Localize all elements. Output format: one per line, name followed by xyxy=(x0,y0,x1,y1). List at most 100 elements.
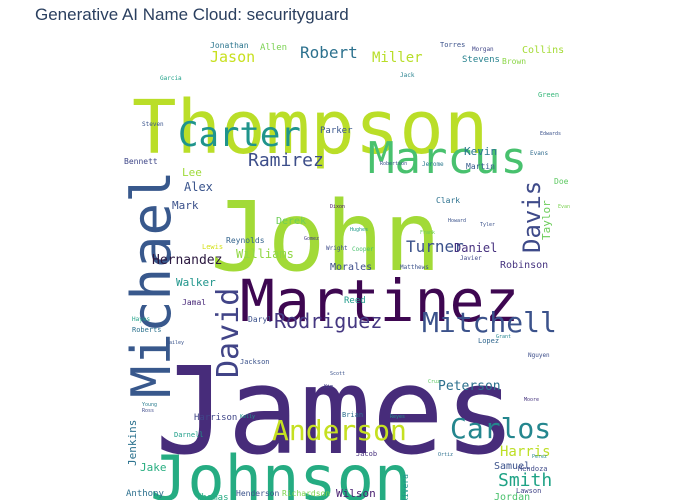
word-steven: Steven xyxy=(142,121,164,128)
word-scott: Scott xyxy=(330,371,345,377)
word-morgan: Morgan xyxy=(472,46,494,53)
word-frank: Frank xyxy=(420,230,435,236)
word-smith: Smith xyxy=(498,470,552,491)
word-kelly: Kelly xyxy=(240,414,255,420)
word-john: John xyxy=(210,181,441,293)
word-jason: Jason xyxy=(210,48,255,66)
word-kevin: Kevin xyxy=(464,145,497,158)
word-rodriguez: Rodriguez xyxy=(274,309,382,333)
word-turner: Turner xyxy=(406,237,464,256)
word-martinez: Martinez xyxy=(240,267,519,335)
word-perez: Perez xyxy=(532,454,547,460)
word-walker: Walker xyxy=(176,276,216,289)
word-miller: Miller xyxy=(372,50,423,66)
word-jack: Jack xyxy=(400,72,415,79)
word-allen: Allen xyxy=(260,43,287,53)
word-johnson: Johnson xyxy=(150,442,411,500)
word-cruz: Cruz xyxy=(428,379,440,385)
word-mendoza: Mendoza xyxy=(518,465,548,473)
word-james: James xyxy=(155,343,516,482)
word-parker: Parker xyxy=(320,126,353,136)
word-jackson: Jackson xyxy=(240,358,270,366)
word-marcus: Marcus xyxy=(368,133,527,184)
word-harris: Harris xyxy=(500,444,551,460)
word-stevens: Stevens xyxy=(462,55,500,65)
word-torres: Torres xyxy=(440,41,465,49)
word-collins: Collins xyxy=(522,45,564,56)
word-doe: Doe xyxy=(554,177,569,186)
word-daryl: Daryl xyxy=(248,315,272,324)
word-ortiz: Ortiz xyxy=(438,452,453,458)
word-jacob: Jacob xyxy=(356,450,377,458)
word-robinson: Robinson xyxy=(500,260,548,271)
word-ramirez: Ramirez xyxy=(248,150,324,171)
word-reed: Reed xyxy=(344,296,366,306)
word-cloud-canvas: James John Thompson Johnson Martinez Michael M… xyxy=(120,41,570,500)
word-jonathan: Jonathan xyxy=(210,41,249,50)
word-bailey: Bailey xyxy=(166,340,184,346)
word-richardson: Richardson xyxy=(282,489,330,498)
word-green: Green xyxy=(538,91,559,99)
word-daniel: Daniel xyxy=(454,241,497,255)
word-williams: Williams xyxy=(236,247,294,261)
word-evan: Evan xyxy=(558,204,570,210)
word-brian: Brian xyxy=(342,411,363,419)
word-martin: Martin xyxy=(466,162,495,171)
word-howard: Howard xyxy=(448,218,466,224)
word-bennett: Bennett xyxy=(124,157,158,166)
word-gomez: Gomez xyxy=(304,236,319,242)
word-jenkins: Jenkins xyxy=(126,420,139,466)
chart-title: Generative AI Name Cloud: securityguard xyxy=(35,5,349,24)
word-clark: Clark xyxy=(436,196,460,205)
word-ross: Ross xyxy=(142,408,154,414)
word-hughes: Hughes xyxy=(350,227,368,233)
word-davis: Davis xyxy=(518,181,546,253)
word-reynolds: Reynolds xyxy=(226,236,265,245)
word-robertson: Robertson xyxy=(380,161,407,167)
word-wright: Wright xyxy=(326,245,348,252)
word-young: Young xyxy=(142,402,157,408)
word-lewis: Lewis xyxy=(202,243,223,251)
word-jamal: Jamal xyxy=(182,298,206,307)
word-harrison: Harrison xyxy=(194,413,237,423)
word-mitchell: Mitchell xyxy=(422,306,557,339)
word-lopez: Lopez xyxy=(478,337,499,345)
word-thomas: Thomas xyxy=(196,493,229,500)
word-lee: Lee xyxy=(182,166,202,179)
word-samuel: Samuel xyxy=(494,461,530,472)
word-grant: Grant xyxy=(496,334,511,340)
word-garcia: Garcia xyxy=(160,75,182,82)
word-anthony: Anthony xyxy=(126,489,165,499)
word-moore: Moore xyxy=(524,397,539,403)
word-hernandez: Hernandez xyxy=(152,253,222,268)
word-reyes: Reyes xyxy=(390,414,405,420)
word-cloud: James John Thompson Johnson Martinez Michael M… xyxy=(120,38,580,500)
word-brown: Brown xyxy=(502,57,526,66)
word-javier: Javier xyxy=(460,255,482,262)
word-tyler: Tyler xyxy=(480,222,495,228)
word-jerome: Jerome xyxy=(422,161,444,168)
word-kim: Kim xyxy=(324,384,333,390)
word-henderson: Henderson xyxy=(236,489,280,498)
word-anderson: Anderson xyxy=(272,414,407,447)
word-jake: Jake xyxy=(140,461,167,474)
word-wilson: Wilson xyxy=(336,487,376,500)
word-roberts: Roberts xyxy=(132,326,162,334)
word-thompson: Thompson xyxy=(132,85,488,171)
word-evans: Evans xyxy=(530,150,548,157)
word-david: David xyxy=(211,288,246,378)
word-edwards: Edwards xyxy=(540,131,561,137)
word-morales: Morales xyxy=(330,262,372,273)
word-darnell: Darnell xyxy=(174,431,204,439)
word-taylor: Taylor xyxy=(540,200,553,240)
word-carter: Carter xyxy=(178,115,301,155)
word-matthews: Matthews xyxy=(400,264,429,271)
word-hayes: Hayes xyxy=(132,316,150,323)
word-derek: Derek xyxy=(276,216,306,227)
word-dixon: Dixon xyxy=(330,204,345,210)
word-robert: Robert xyxy=(300,43,358,62)
word-nguyen: Nguyen xyxy=(528,352,550,359)
word-michael: Michael xyxy=(120,170,183,398)
word-cooper: Cooper xyxy=(352,246,374,253)
word-rivera: Rivera xyxy=(401,474,410,500)
